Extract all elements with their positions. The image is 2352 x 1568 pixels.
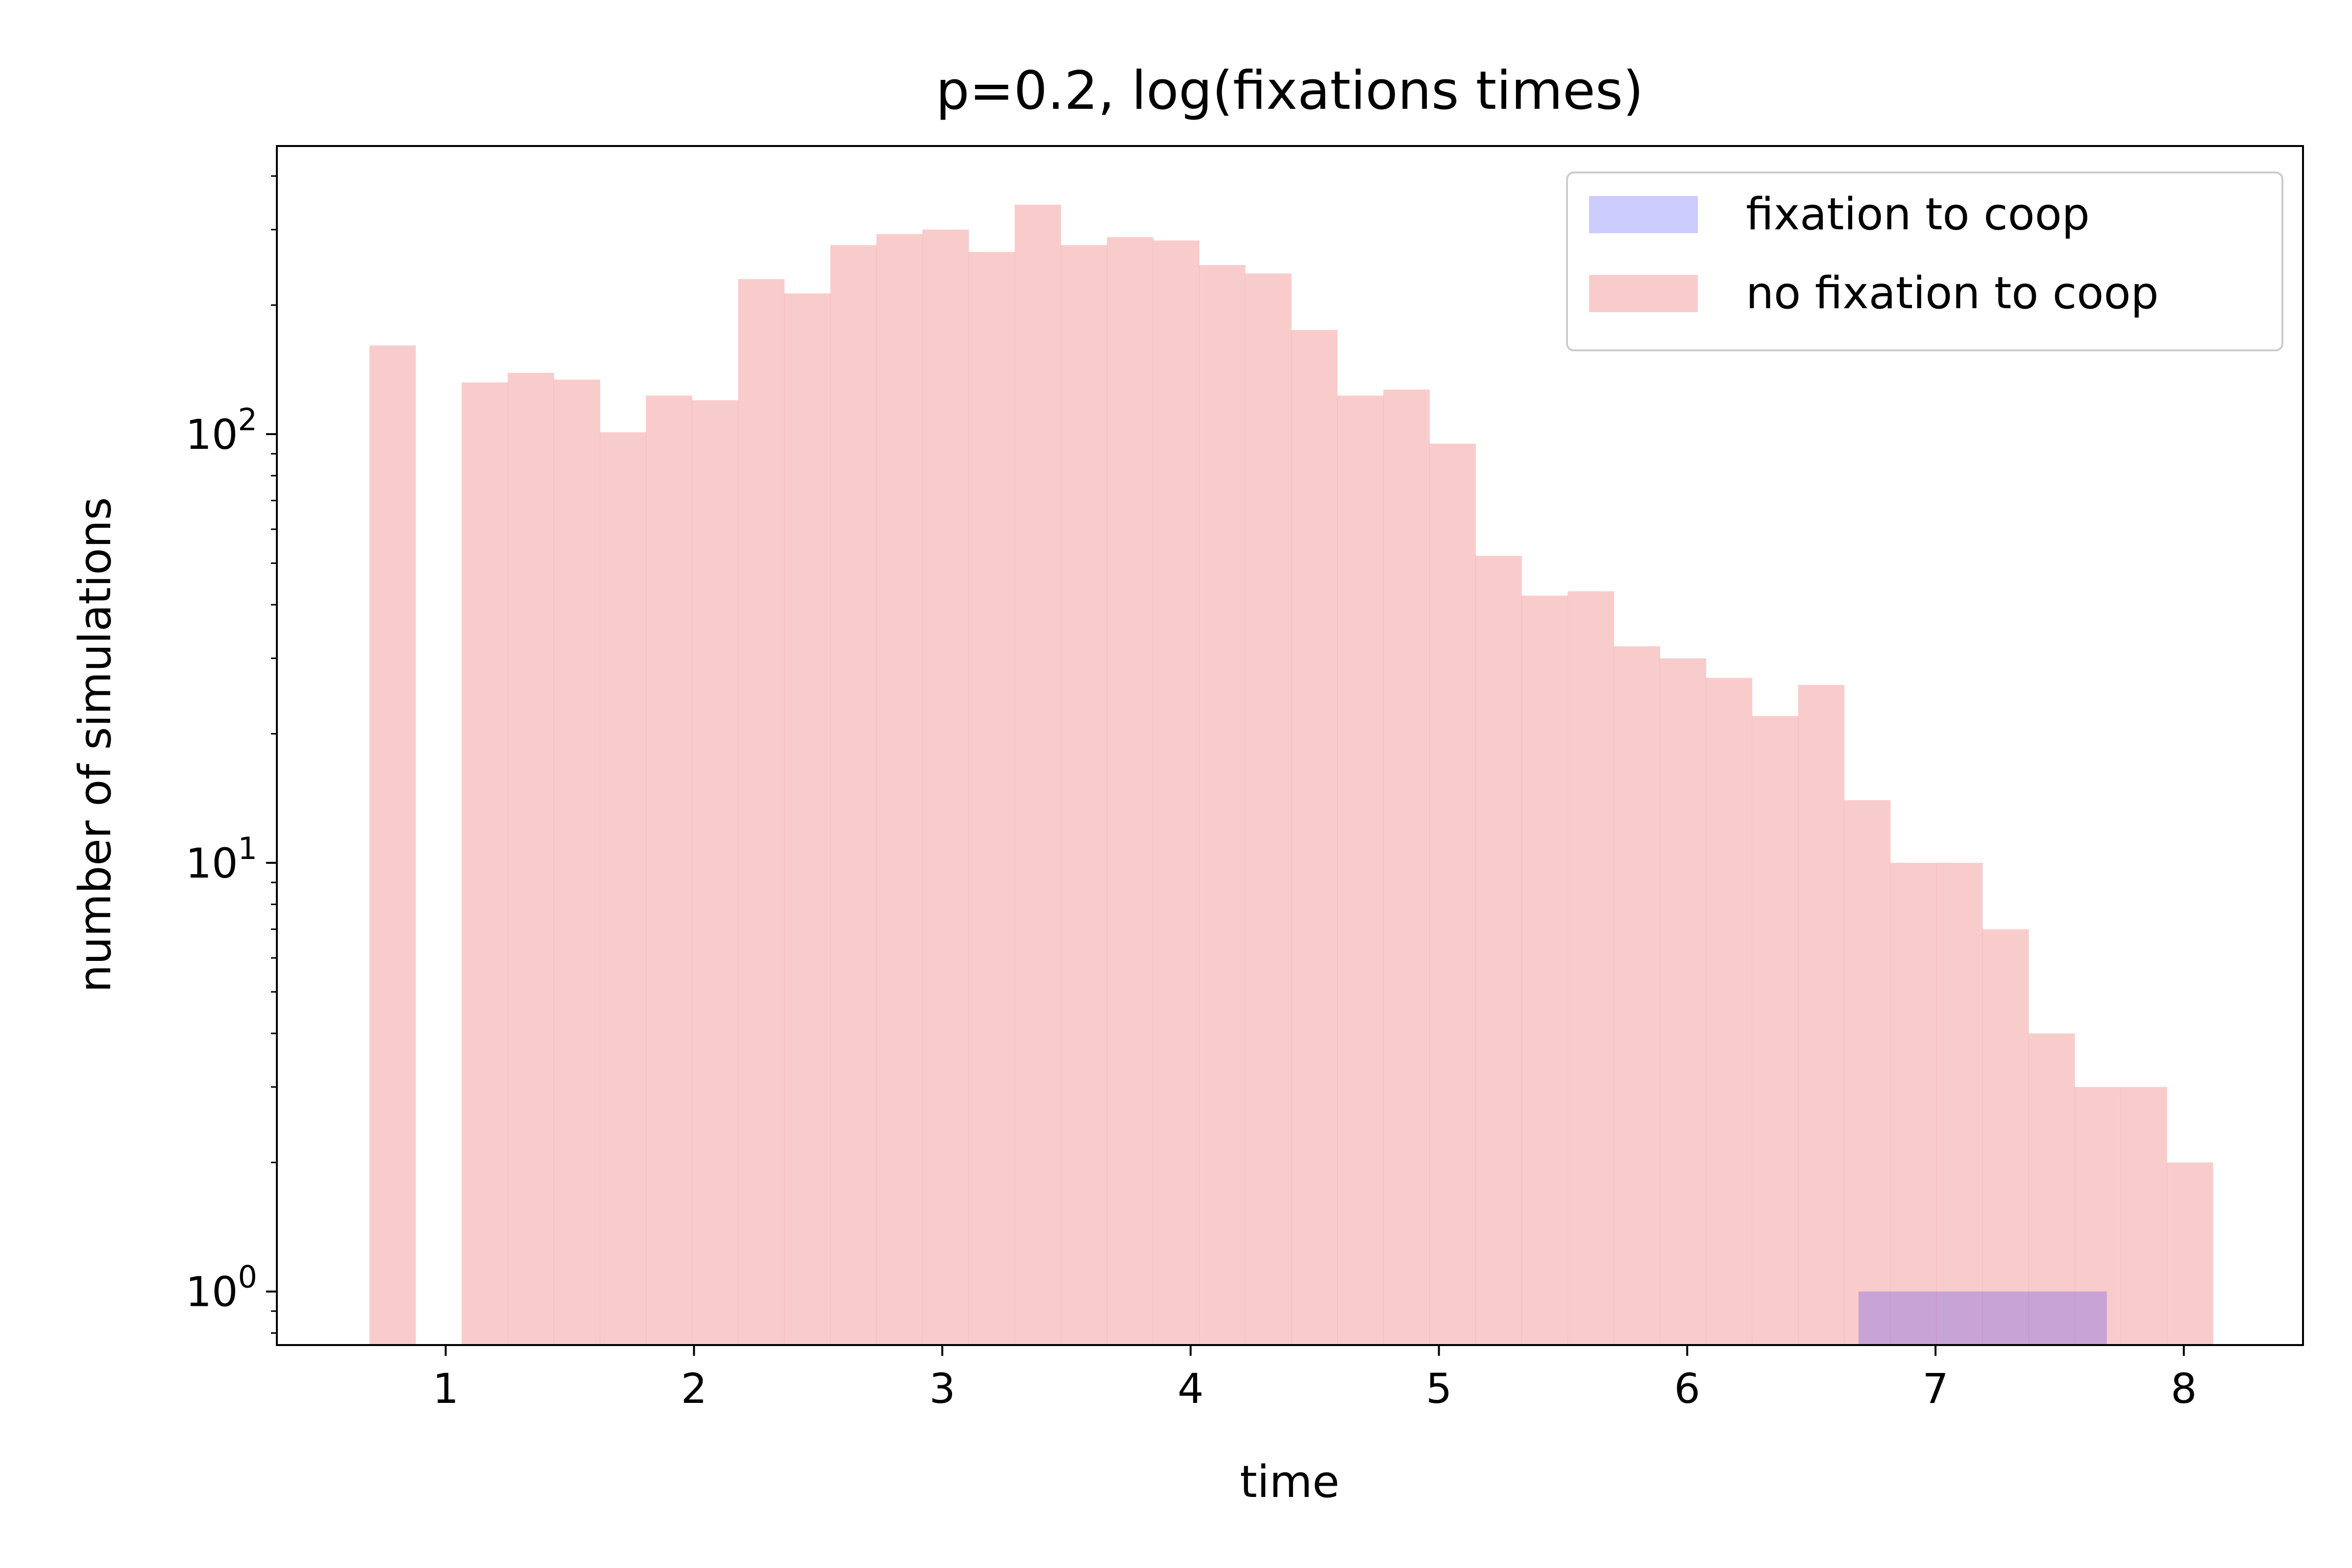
- legend-swatch: [1589, 196, 1698, 233]
- histogram-bar: [369, 345, 416, 1345]
- histogram-bar: [1614, 646, 1661, 1345]
- bars-layer: [369, 204, 2213, 1346]
- x-tick-label: 3: [929, 1365, 955, 1413]
- x-tick-label: 4: [1177, 1365, 1203, 1413]
- histogram-bar: [2120, 1087, 2167, 1345]
- histogram-bar: [2028, 1033, 2075, 1345]
- histogram-bar: [738, 279, 785, 1345]
- histogram-bar: [1936, 862, 1983, 1345]
- plot-frame: [276, 145, 2304, 1346]
- histogram-bar: [2167, 1162, 2213, 1345]
- histogram-bar: [1014, 204, 1061, 1346]
- histogram-bar: [462, 382, 508, 1345]
- histogram-bar: [1060, 245, 1107, 1345]
- y-tick-label: 100: [186, 1259, 257, 1316]
- histogram-bar: [1291, 330, 1338, 1346]
- histogram-bar: [1106, 237, 1153, 1345]
- histogram-bar: [1245, 273, 1292, 1345]
- histogram-bar: [2074, 1087, 2121, 1345]
- chart-title: p=0.2, log(fixations times): [936, 60, 1643, 122]
- axes-layer: 1 2 3 4 5 6 7 8 100 101 102: [186, 145, 2304, 1413]
- histogram-bar: [1982, 929, 2029, 1345]
- histogram-bar: [646, 395, 692, 1345]
- histogram-bar: [1521, 595, 1568, 1345]
- histogram-bar: [1844, 800, 1891, 1345]
- histogram-bar: [968, 252, 1015, 1345]
- x-tick-label: 1: [433, 1365, 459, 1413]
- legend-label: no fixation to coop: [1746, 268, 2159, 319]
- histogram-bar: [876, 234, 923, 1345]
- histogram-bar: [1706, 678, 1753, 1345]
- histogram-bar: [508, 372, 554, 1345]
- histogram-bar: [1199, 265, 1246, 1346]
- x-tick-label: 7: [1922, 1365, 1948, 1413]
- histogram-bar: [1858, 1291, 2107, 1345]
- x-tick-label: 6: [1674, 1365, 1700, 1413]
- x-tick-label: 2: [681, 1365, 707, 1413]
- y-tick-label: 102: [186, 402, 257, 459]
- histogram-bar: [1752, 716, 1799, 1345]
- legend-label: fixation to coop: [1746, 189, 2090, 240]
- histogram-bar: [1568, 591, 1614, 1345]
- legend: fixation to coop no fixation to coop: [1566, 172, 2283, 351]
- x-tick-label: 5: [1426, 1365, 1452, 1413]
- histogram-bar: [1660, 658, 1707, 1345]
- legend-box: [1566, 172, 2283, 351]
- x-axis-label: time: [1240, 1456, 1339, 1508]
- y-axis-label: number of simulations: [70, 497, 121, 992]
- histogram-bar: [784, 293, 831, 1346]
- histogram-bar: [600, 432, 646, 1346]
- legend-swatch: [1589, 275, 1698, 312]
- histogram-bar: [1337, 395, 1384, 1345]
- y-tick-label: 101: [186, 831, 257, 887]
- histogram-bar: [1383, 390, 1430, 1346]
- x-tick-label: 8: [2171, 1365, 2197, 1413]
- histogram-bar: [830, 245, 877, 1345]
- histogram-bar: [554, 379, 600, 1345]
- histogram-bar: [1475, 556, 1522, 1345]
- histogram-bar: [922, 229, 969, 1345]
- histogram-bar: [692, 400, 739, 1345]
- histogram-bar: [1890, 862, 1937, 1345]
- histogram-bar: [1798, 685, 1845, 1345]
- histogram-bar: [1152, 240, 1200, 1345]
- histogram-bar: [1429, 443, 1476, 1345]
